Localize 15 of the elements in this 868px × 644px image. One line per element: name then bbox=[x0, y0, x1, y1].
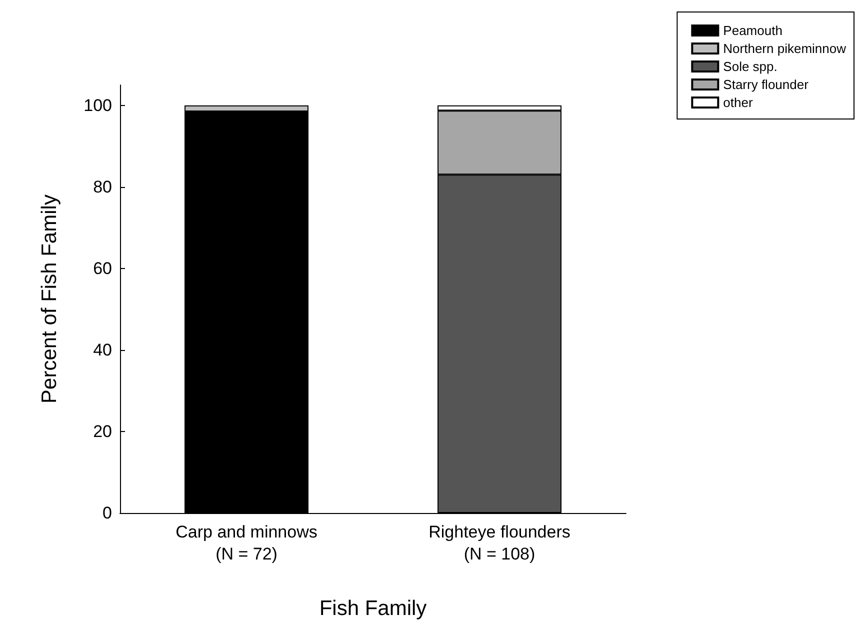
legend-label: other bbox=[723, 95, 754, 110]
legend-label: Peamouth bbox=[723, 23, 782, 38]
x-tick-label: Carp and minnows (N = 72) bbox=[176, 522, 318, 564]
y-tick-label: 20 bbox=[93, 422, 112, 441]
x-axis-title: Fish Family bbox=[319, 597, 428, 620]
y-tick-label: 0 bbox=[102, 504, 112, 522]
y-tick-label: 100 bbox=[84, 96, 112, 115]
x-tick-label: Righteye flounders (N = 108) bbox=[428, 522, 570, 564]
y-tick-label: 80 bbox=[93, 177, 112, 196]
legend-label: Sole spp. bbox=[723, 59, 778, 74]
y-tick-label: 40 bbox=[93, 340, 112, 360]
y-tick-label: 60 bbox=[93, 258, 112, 278]
legend-label: Northern pikeminnow bbox=[723, 41, 847, 56]
y-axis-title: Percent of Fish Family bbox=[38, 194, 61, 404]
legend-label: Starry flounder bbox=[723, 77, 810, 92]
